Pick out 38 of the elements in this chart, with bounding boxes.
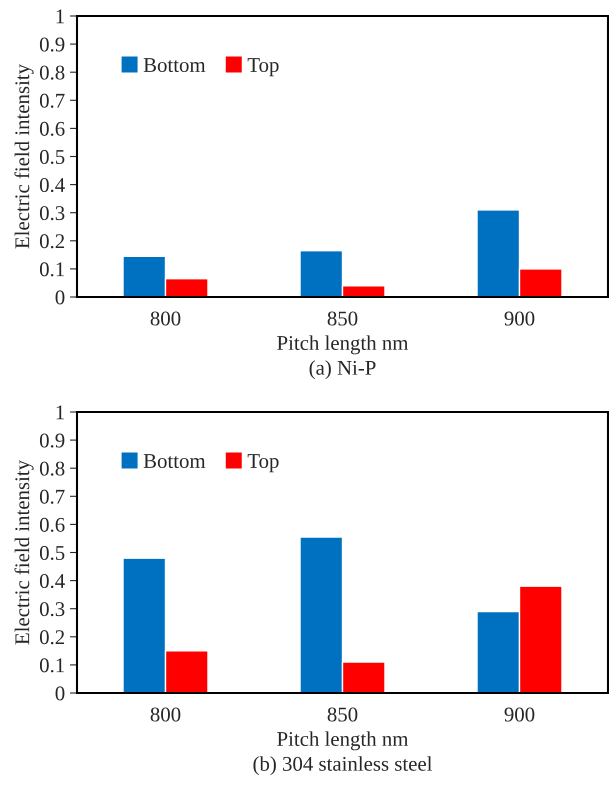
y-tick-label: 1 <box>56 405 64 420</box>
x-tick-label: 850 <box>328 707 358 722</box>
y-tick-label: 1 <box>56 9 64 24</box>
y-tick-label: 0.6 <box>40 518 65 532</box>
x-tick-label: 800 <box>150 707 180 722</box>
y-tick-label: 0 <box>56 290 64 304</box>
y-tick-label: 0.3 <box>40 602 64 616</box>
y-tick-label: 0.2 <box>40 630 64 644</box>
y-tick-label: 0.7 <box>40 490 65 504</box>
y-tick-label: 0.5 <box>40 546 64 560</box>
y-tick-label: 0.6 <box>40 122 65 136</box>
y-tick-label: 0.1 <box>40 262 64 276</box>
text: (b) 304 stainless steel <box>253 756 432 776</box>
y-tick-label: 0.4 <box>40 178 65 192</box>
y-tick-label: 0.9 <box>40 37 64 52</box>
y-tick-label: 0.8 <box>40 462 64 476</box>
y-axis-title: Electric field intensity <box>14 64 34 248</box>
x-axis-title: Pitch length nm <box>277 731 408 750</box>
x-tick-label: 800 <box>150 311 180 326</box>
x-tick-label: 900 <box>504 707 534 722</box>
y-tick-label: 0.5 <box>40 150 64 164</box>
legend-label: Bottom <box>144 58 206 72</box>
y-tick-label: 0.8 <box>40 66 64 80</box>
x-axis-title: Pitch length nm <box>277 335 408 354</box>
y-axis-title: Electric field intensity <box>14 460 34 644</box>
legend-label: Top <box>248 454 279 472</box>
legend-label: Bottom <box>144 454 206 468</box>
y-tick-label: 0.2 <box>40 234 64 248</box>
y-tick-label: 0.7 <box>40 94 65 108</box>
x-tick-label: 850 <box>328 311 358 326</box>
y-tick-label: 0.4 <box>40 574 65 588</box>
y-tick-label: 0.1 <box>40 658 64 672</box>
legend-label: Top <box>248 58 279 76</box>
y-tick-label: 0.3 <box>40 206 64 220</box>
x-tick-label: 900 <box>504 311 534 326</box>
y-tick-label: 0 <box>56 686 64 700</box>
text: (a) Ni-P <box>310 360 376 380</box>
y-tick-label: 0.9 <box>40 433 64 448</box>
